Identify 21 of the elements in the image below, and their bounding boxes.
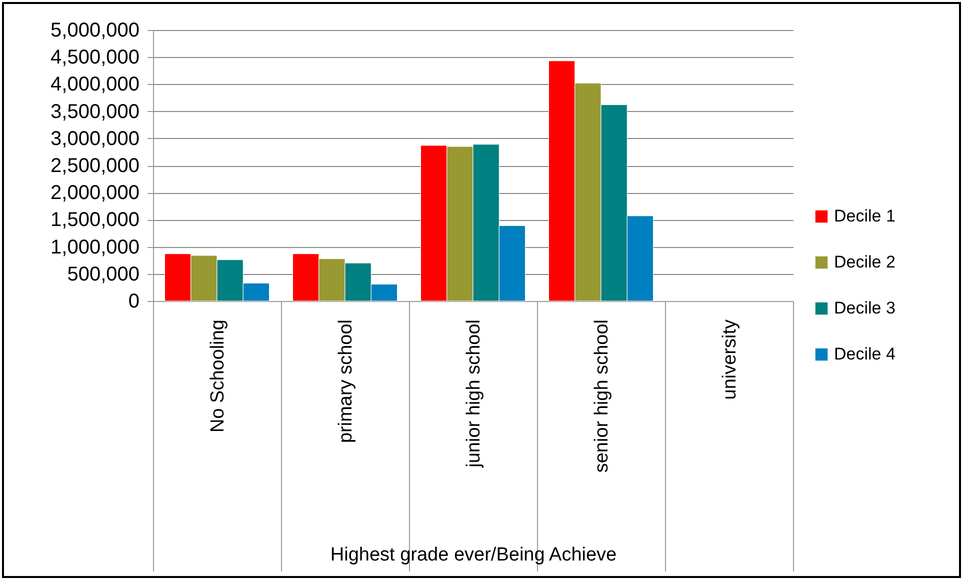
y-tick-label: 1,500,000	[50, 209, 140, 232]
x-axis-title: Highest grade ever/Being Achieve	[330, 544, 617, 566]
y-tick-label: 4,000,000	[50, 74, 140, 96]
legend-label: Decile 3	[834, 298, 896, 318]
x-tick-label: primary school	[336, 320, 356, 444]
x-tick-label: junior high school	[464, 320, 484, 468]
y-tick-label: 3,500,000	[50, 100, 140, 123]
y-tick-label: 5,000,000	[50, 20, 140, 42]
x-tick-label: university	[720, 319, 740, 400]
y-tick-label: 4,500,000	[50, 46, 140, 69]
y-tick-label: 2,000,000	[50, 182, 140, 204]
legend-label: Decile 1	[834, 206, 896, 226]
legend-label: Decile 4	[834, 344, 896, 364]
y-tick-label: 2,500,000	[50, 155, 140, 177]
x-tick-label: No Schooling	[208, 320, 228, 433]
legend-label: Decile 2	[834, 252, 896, 272]
y-tick-label: 500,000	[67, 263, 140, 286]
x-tick-label: senior high school	[592, 320, 612, 473]
y-tick-label: 0	[128, 290, 140, 312]
y-tick-label: 1,000,000	[50, 236, 140, 258]
y-tick-label: 3,000,000	[50, 128, 140, 150]
